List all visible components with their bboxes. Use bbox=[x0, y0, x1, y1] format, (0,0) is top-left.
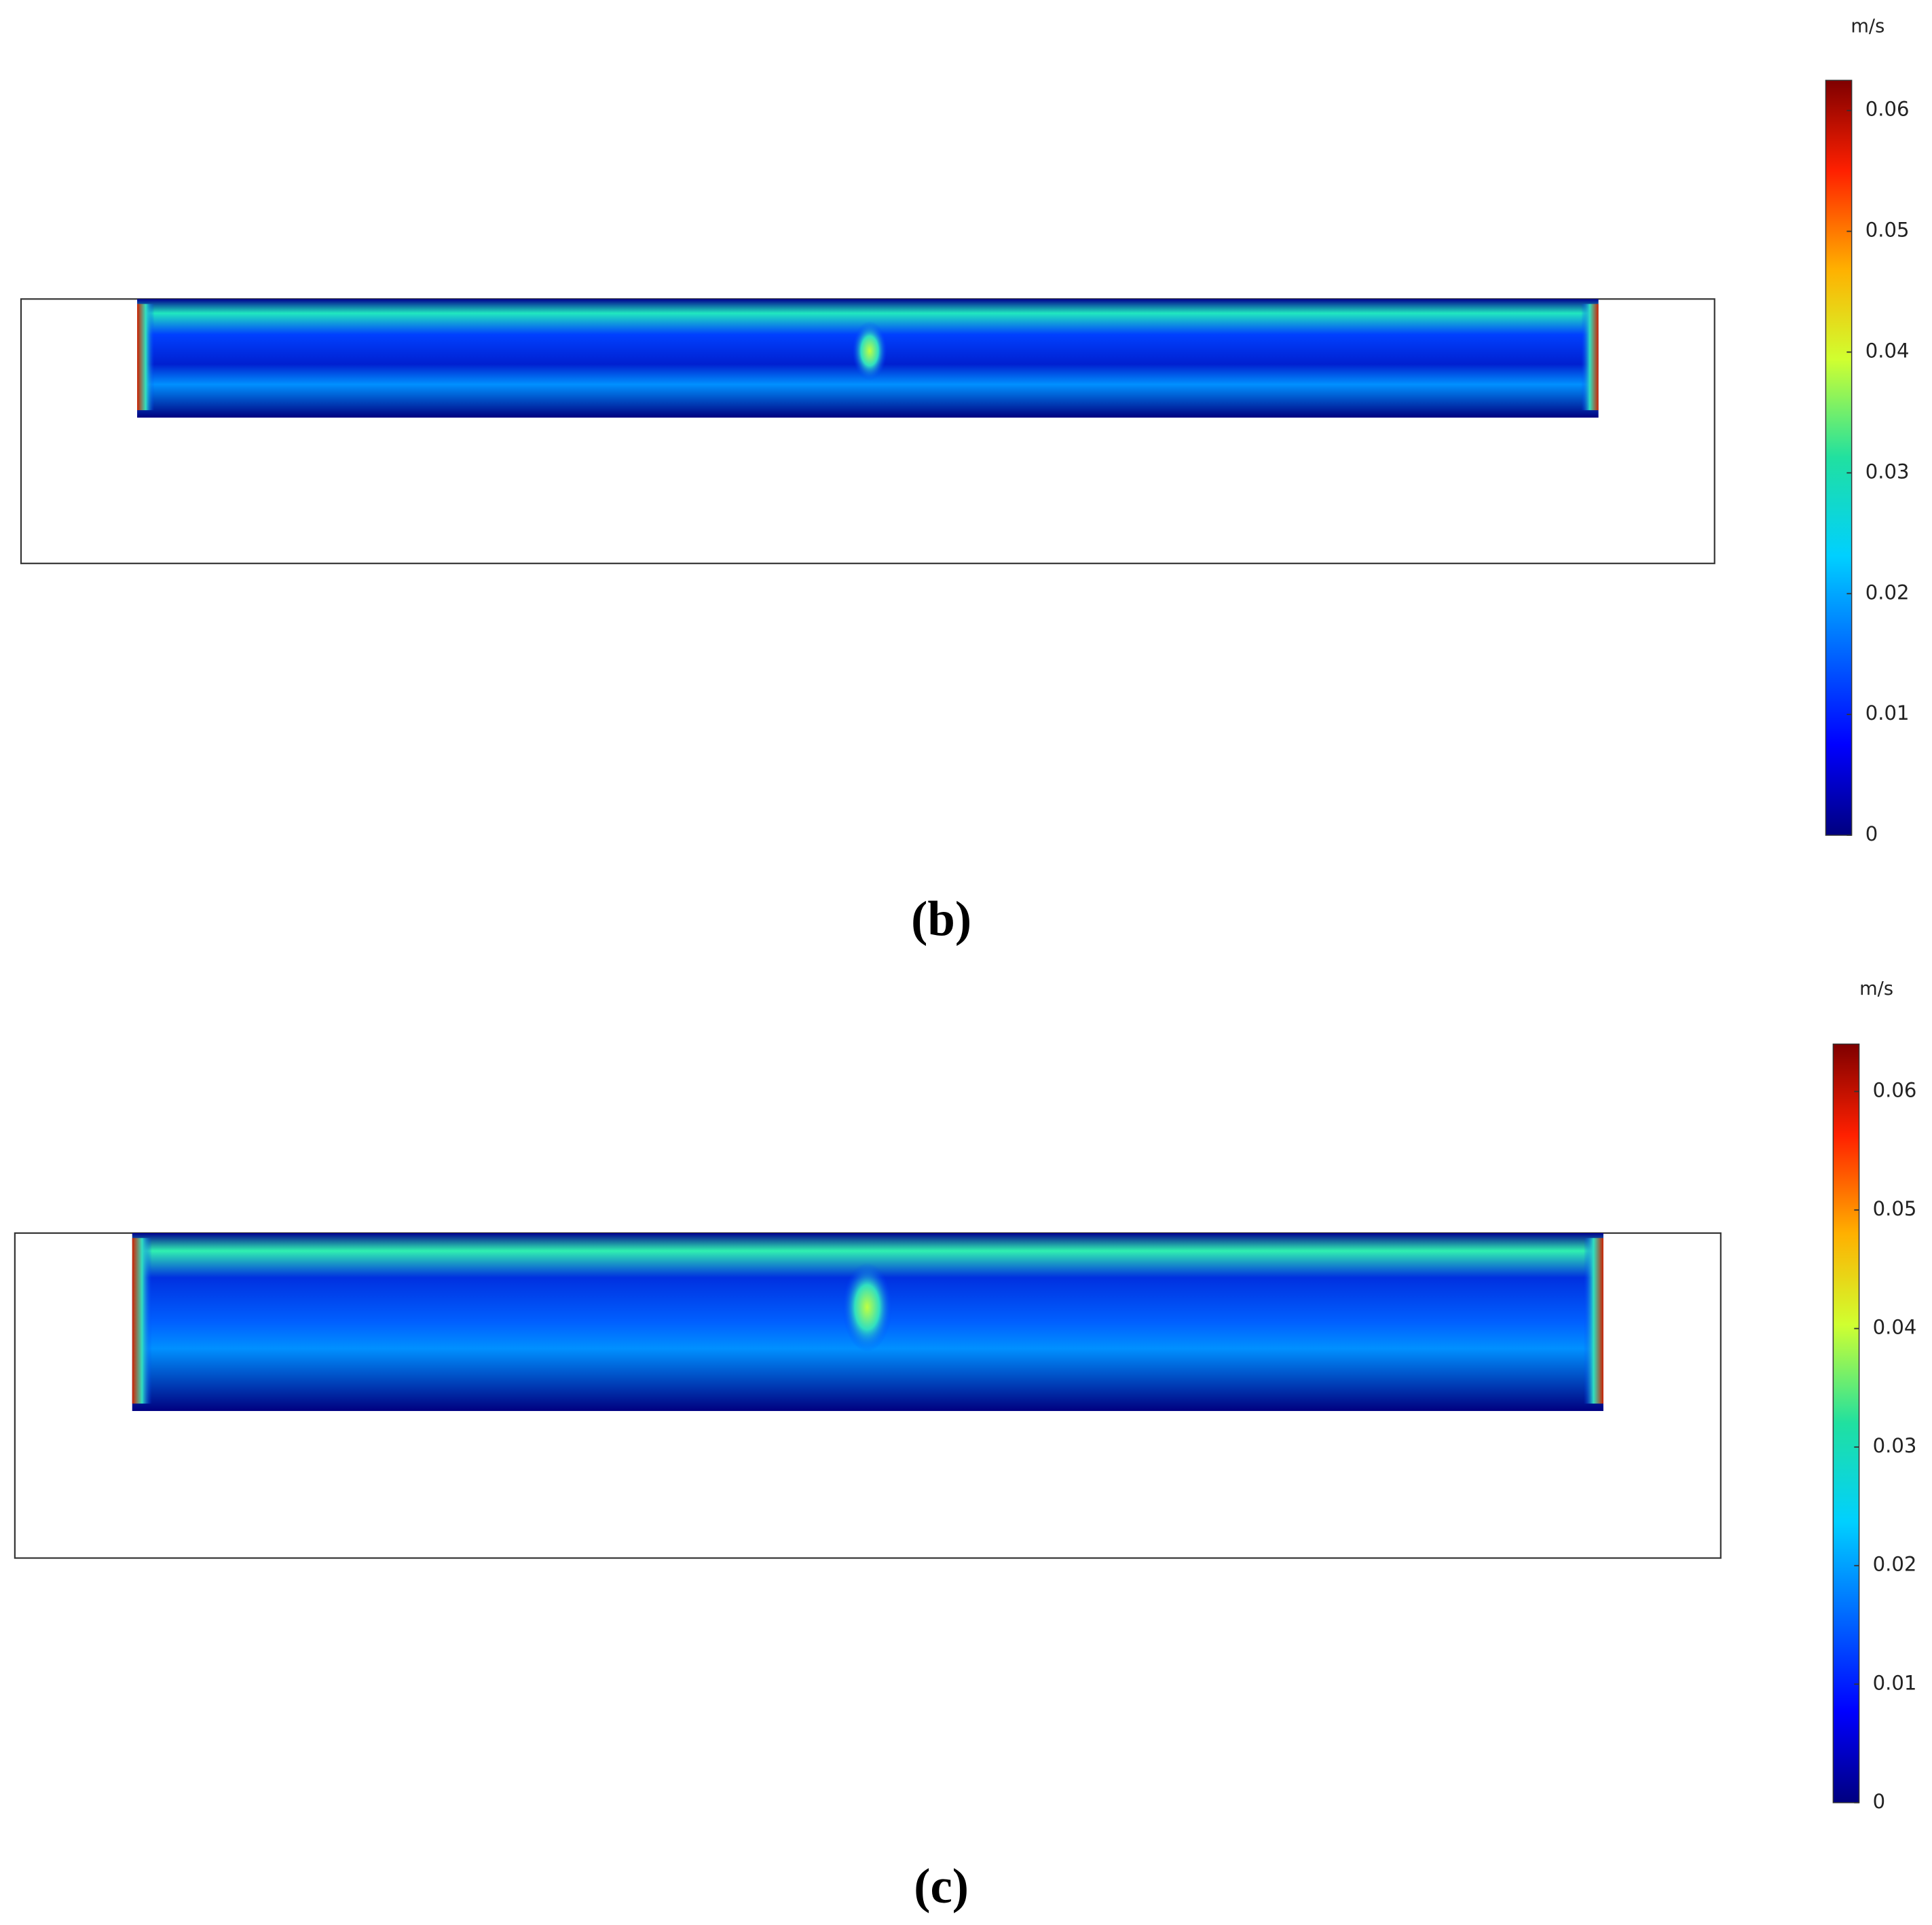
colorbar-tick-label: 0.03 bbox=[1865, 460, 1910, 483]
wall-flow bbox=[137, 304, 155, 411]
center-jet bbox=[852, 321, 887, 381]
colorbar bbox=[1825, 79, 1853, 836]
colorbar-tick-label: 0.01 bbox=[1873, 1671, 1917, 1694]
panel-label: (c) bbox=[914, 1858, 969, 1913]
colorbar-tick-label: 0.01 bbox=[1865, 701, 1910, 725]
colorbar-tick-label: 0.05 bbox=[1865, 219, 1910, 242]
colorbar-tick-label: 0.02 bbox=[1865, 581, 1910, 604]
colorbar-tick-label: 0 bbox=[1873, 1790, 1886, 1813]
colorbar-tick-label: 0.06 bbox=[1865, 98, 1910, 121]
wall-flow bbox=[132, 1238, 152, 1404]
colorbar-unit: m/s bbox=[1859, 978, 1893, 1000]
colorbar-tick-label: 0.04 bbox=[1865, 340, 1910, 363]
panel-label: (b) bbox=[911, 891, 971, 946]
wall-flow bbox=[1581, 304, 1599, 411]
colorbar bbox=[1832, 1043, 1860, 1803]
wall-flow bbox=[1583, 1238, 1603, 1404]
colorbar-tick-label: 0 bbox=[1865, 822, 1878, 845]
colorbar-tick-label: 0.02 bbox=[1873, 1553, 1917, 1576]
colorbar-tick-label: 0.05 bbox=[1873, 1197, 1917, 1220]
center-jet bbox=[842, 1262, 892, 1352]
colorbar-tick-label: 0.06 bbox=[1873, 1078, 1917, 1101]
colorbar-unit: m/s bbox=[1851, 16, 1884, 37]
colorbar-tick-label: 0.03 bbox=[1873, 1434, 1917, 1457]
colorbar-tick-label: 0.04 bbox=[1873, 1316, 1917, 1339]
